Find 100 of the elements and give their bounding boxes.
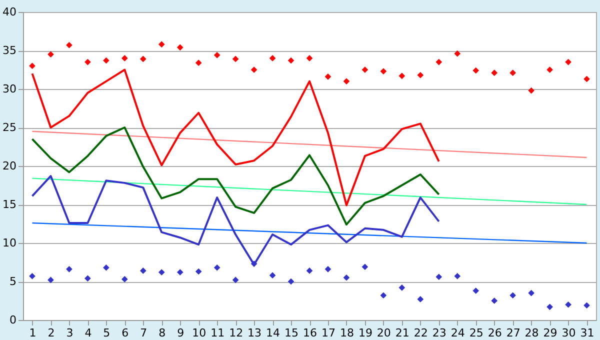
x-tick-label: 14 bbox=[266, 326, 280, 340]
point bbox=[472, 67, 480, 74]
point bbox=[584, 302, 590, 309]
y-tick-label: 15 bbox=[2, 198, 16, 211]
point bbox=[84, 58, 91, 66]
point bbox=[103, 57, 110, 64]
x-tick-label: 5 bbox=[103, 326, 110, 340]
x-tick-label: 3 bbox=[66, 326, 74, 340]
point bbox=[195, 60, 202, 66]
point bbox=[380, 68, 387, 74]
y-tick-label: 0 bbox=[10, 314, 16, 326]
point bbox=[510, 70, 516, 76]
point bbox=[306, 268, 313, 274]
point bbox=[510, 292, 516, 299]
x-tick-label: 24 bbox=[450, 326, 465, 340]
y-tick-label: 25 bbox=[2, 121, 16, 134]
point bbox=[214, 52, 220, 58]
point bbox=[528, 87, 534, 94]
point bbox=[472, 288, 480, 294]
x-tick-label: 27 bbox=[506, 326, 520, 340]
line-series bbox=[31, 175, 440, 266]
point bbox=[565, 58, 572, 66]
x-tick-label: 1 bbox=[29, 326, 36, 340]
point bbox=[417, 296, 424, 302]
x-tick-label: 23 bbox=[432, 326, 446, 340]
point bbox=[398, 72, 406, 80]
point bbox=[324, 266, 332, 272]
x-tick-label: 20 bbox=[376, 326, 391, 340]
point bbox=[232, 276, 239, 284]
x-tick-label: 17 bbox=[321, 326, 336, 340]
point bbox=[546, 304, 553, 310]
y-tick-label: 20 bbox=[2, 160, 16, 172]
point bbox=[232, 56, 239, 62]
point bbox=[436, 274, 442, 280]
x-tick-label: 13 bbox=[248, 326, 262, 340]
x-tick-label: 31 bbox=[580, 326, 594, 340]
point bbox=[491, 298, 498, 304]
point bbox=[306, 55, 313, 62]
point bbox=[84, 275, 91, 282]
x-tick-label: 15 bbox=[284, 326, 299, 340]
x-tick-label: 11 bbox=[210, 326, 225, 340]
x-tick-label: 22 bbox=[414, 326, 428, 340]
point bbox=[103, 264, 110, 271]
x-tick-label: 9 bbox=[177, 326, 184, 340]
y-tick-label: 40 bbox=[2, 6, 16, 18]
x-tick-label: 4 bbox=[84, 326, 92, 340]
x-tick-label: 26 bbox=[488, 326, 502, 340]
point bbox=[584, 76, 590, 82]
line-series bbox=[31, 68, 440, 206]
point bbox=[66, 42, 72, 48]
x-tick-label: 18 bbox=[340, 326, 354, 340]
point bbox=[158, 41, 165, 48]
x-tick-label: 19 bbox=[358, 326, 372, 340]
point bbox=[491, 70, 498, 76]
x-tick-label: 28 bbox=[524, 326, 539, 340]
point bbox=[122, 55, 128, 62]
point bbox=[122, 276, 128, 282]
point bbox=[362, 66, 368, 73]
point bbox=[454, 272, 461, 280]
point bbox=[288, 278, 294, 285]
x-tick-label: 16 bbox=[303, 326, 317, 340]
x-tick-label: 8 bbox=[158, 326, 166, 340]
point bbox=[140, 268, 146, 274]
point bbox=[176, 44, 184, 51]
point bbox=[343, 274, 350, 281]
point bbox=[48, 276, 54, 284]
point bbox=[324, 74, 332, 80]
point bbox=[417, 72, 424, 78]
x-tick-label: 12 bbox=[229, 326, 244, 340]
y-tick-label: 5 bbox=[10, 275, 16, 288]
point bbox=[362, 264, 368, 270]
x-tick-label: 25 bbox=[469, 326, 484, 340]
point bbox=[546, 66, 553, 73]
x-tick-label: 10 bbox=[192, 326, 206, 340]
point bbox=[288, 57, 294, 64]
x-tick-label: 21 bbox=[395, 326, 410, 340]
x-tick-label: 30 bbox=[562, 326, 576, 340]
point bbox=[158, 269, 165, 276]
point bbox=[380, 292, 387, 299]
point bbox=[140, 56, 146, 62]
point bbox=[195, 268, 202, 275]
point bbox=[454, 50, 461, 57]
x-tick-label: 2 bbox=[48, 326, 55, 340]
point bbox=[269, 55, 276, 62]
point bbox=[398, 284, 406, 291]
y-tick-label: 10 bbox=[2, 236, 16, 250]
x-tick-label: 6 bbox=[122, 326, 129, 340]
line-series bbox=[31, 126, 440, 226]
point bbox=[66, 266, 72, 272]
x-tick-label: 7 bbox=[140, 326, 148, 340]
point bbox=[250, 66, 258, 73]
point bbox=[528, 290, 534, 296]
point bbox=[565, 301, 572, 308]
point bbox=[48, 51, 54, 58]
point bbox=[29, 62, 36, 70]
point bbox=[29, 272, 36, 280]
x-tick-label: 29 bbox=[543, 326, 558, 340]
y-tick-label: 35 bbox=[2, 44, 16, 57]
y-tick-label: 30 bbox=[2, 82, 16, 96]
point bbox=[436, 58, 442, 66]
